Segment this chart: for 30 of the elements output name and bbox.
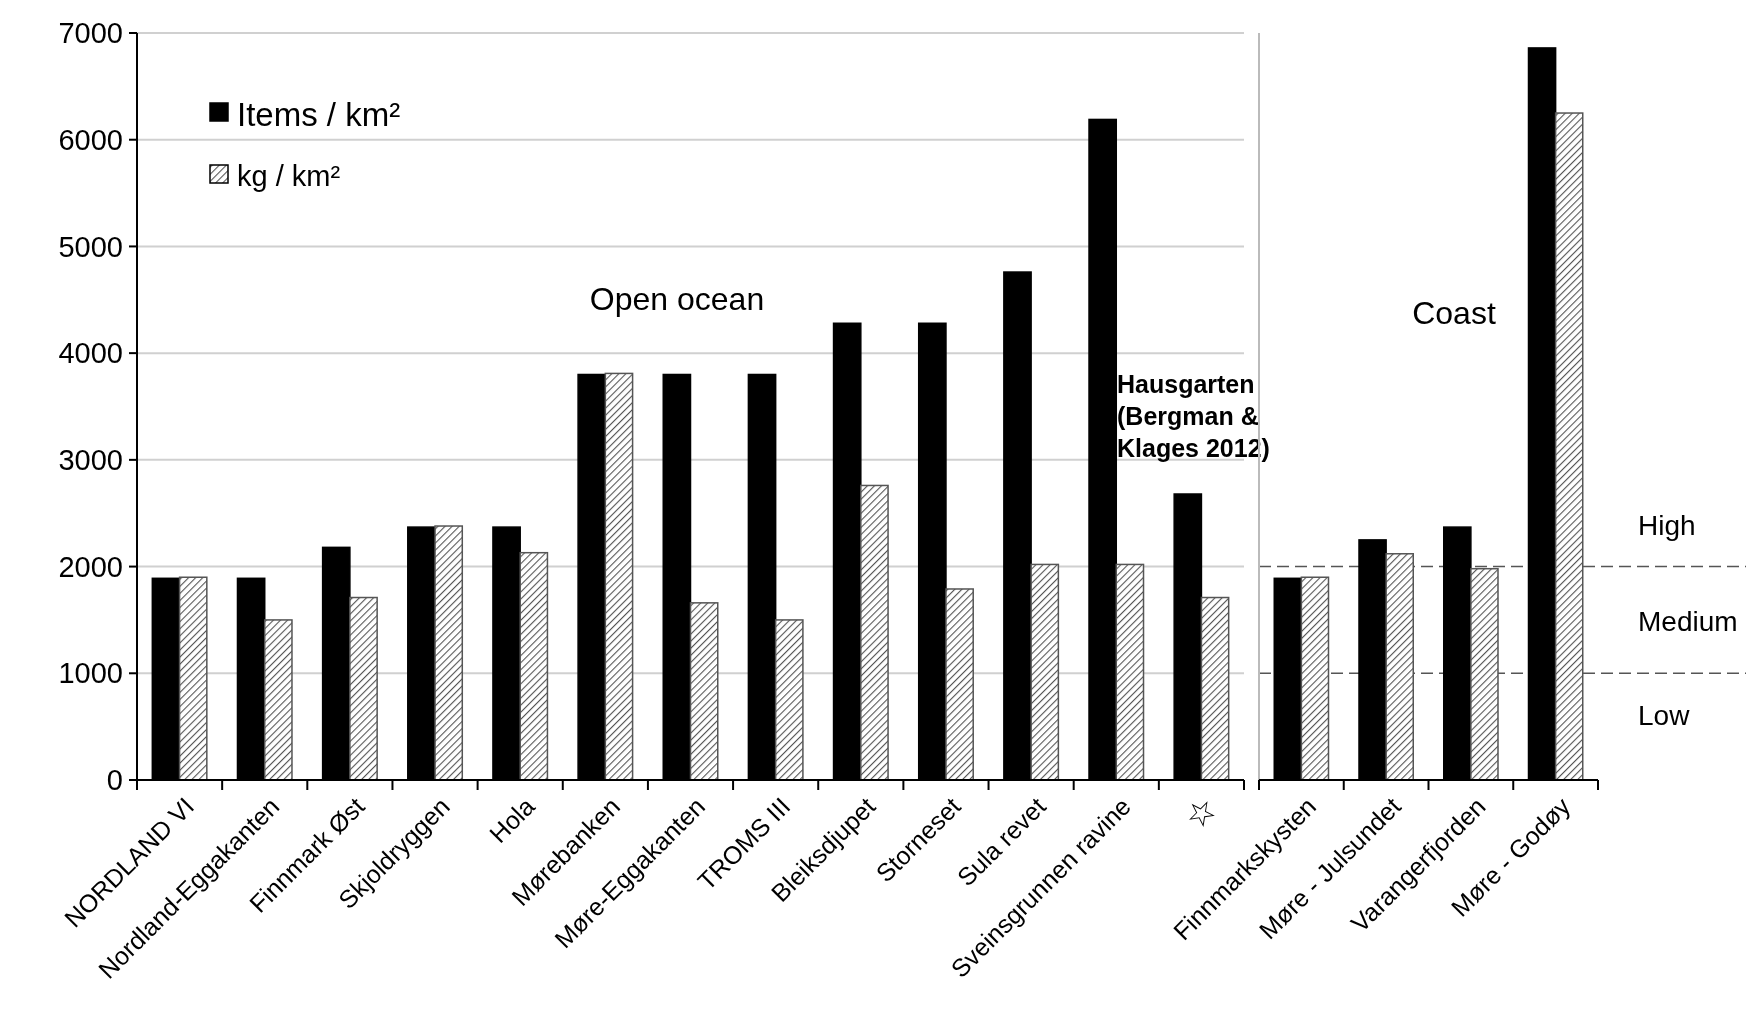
legend-label: kg / km² <box>237 160 341 193</box>
bar <box>1300 576 1330 781</box>
annotation: Coast <box>1412 295 1496 332</box>
bar <box>945 588 974 781</box>
bar <box>349 596 378 781</box>
bar <box>434 525 464 781</box>
annotation: Hausgarten (Bergman & Klages 2012) <box>1117 370 1270 462</box>
bar <box>519 551 549 781</box>
bar <box>604 372 634 781</box>
bar <box>1115 563 1145 781</box>
y-tick-label: 0 <box>106 764 123 797</box>
y-tick-label: 5000 <box>58 230 123 263</box>
y-tick-label: 2000 <box>58 550 123 583</box>
text: High <box>1638 509 1696 541</box>
bar <box>1030 563 1060 781</box>
bar <box>774 619 804 781</box>
legend-label: Items / km² <box>237 95 401 133</box>
bar <box>689 602 719 781</box>
y-tick-label: 1000 <box>58 657 123 690</box>
y-tick-label: 3000 <box>58 444 123 477</box>
bar <box>263 619 293 781</box>
y-tick-label: 6000 <box>58 123 123 156</box>
annotation: Open ocean <box>589 281 765 318</box>
text: Medium <box>1638 605 1738 637</box>
text: Low <box>1638 699 1691 731</box>
y-tick-label: 4000 <box>58 337 123 370</box>
bar <box>1200 596 1230 781</box>
bar <box>860 484 889 781</box>
y-tick-label: 7000 <box>58 17 123 50</box>
bar <box>178 576 208 781</box>
